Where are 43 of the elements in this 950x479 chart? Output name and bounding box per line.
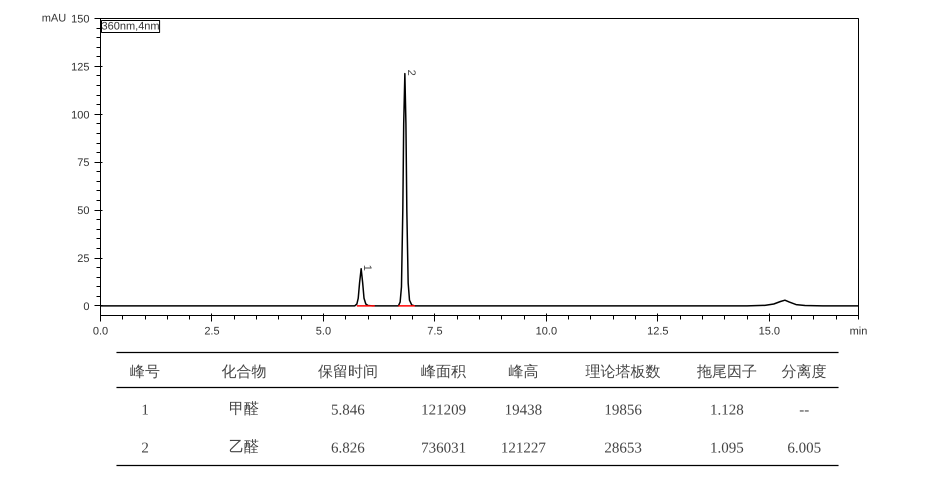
x-tick-label: 12.5 — [647, 326, 669, 338]
category-label: 峰面积 — [421, 362, 466, 380]
text: 121227 — [500, 440, 546, 456]
x-tick-label: 0.0 — [92, 326, 108, 338]
x-tick-label: 10.0 — [536, 326, 558, 338]
text: 5.846 — [330, 402, 366, 418]
x-tick-label: 15.0 — [758, 326, 780, 338]
x-tick-label: 5.0 — [316, 326, 332, 338]
category-label: 拖尾因子 — [696, 362, 757, 380]
annotation: 1 — [361, 264, 374, 271]
category-label: 峰号 — [130, 362, 160, 380]
text: 2 — [141, 440, 149, 456]
y-tick-label: 50 — [77, 205, 90, 218]
text: 1 — [141, 402, 149, 418]
text: 1.095 — [710, 440, 744, 456]
annotation: 360nm,4nm — [102, 20, 160, 32]
text: 甲醛 — [229, 400, 260, 418]
category-label: 化合物 — [222, 362, 267, 380]
x-axis-title: min — [850, 326, 868, 338]
y-tick-label: 0 — [83, 300, 90, 313]
text: 乙醛 — [229, 438, 260, 456]
y-tick-label: 150 — [71, 14, 90, 26]
x-tick-label: 7.5 — [427, 326, 443, 338]
y-tick-label: 100 — [71, 109, 90, 122]
category-label: 保留时间 — [318, 362, 378, 380]
category-label: 理论塔板数 — [586, 362, 661, 380]
y-tick-label: 125 — [71, 61, 90, 74]
category-label: 峰高 — [508, 362, 538, 380]
text: 19856 — [604, 402, 642, 418]
text: 6.826 — [330, 440, 366, 456]
y-tick-label: 25 — [77, 253, 90, 266]
text: 6.005 — [787, 440, 822, 456]
y-tick-label: 75 — [77, 157, 90, 170]
annotation: 2 — [404, 70, 417, 76]
text: 736031 — [421, 440, 466, 456]
category-label: 分离度 — [782, 362, 827, 380]
x-tick-label: 2.5 — [204, 326, 220, 338]
text: 121209 — [421, 402, 466, 418]
text: 28653 — [604, 440, 642, 456]
text: 19438 — [504, 402, 542, 418]
text: -- — [799, 402, 810, 418]
y-axis-title: mAU — [42, 12, 66, 24]
text: 1.128 — [710, 402, 744, 418]
